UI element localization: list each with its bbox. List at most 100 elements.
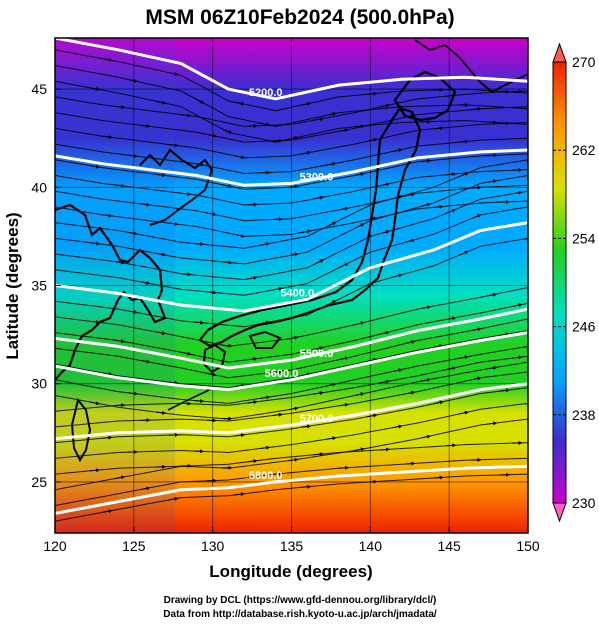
x-tick-label: 125	[122, 538, 146, 554]
wind-arrow	[234, 233, 245, 238]
wind-arrow	[512, 355, 523, 360]
wind-arrow	[155, 331, 167, 336]
wind-arrow	[433, 204, 444, 209]
contour-line	[55, 331, 528, 392]
wind-arrow	[420, 202, 432, 208]
wind-arrow	[524, 159, 528, 161]
wind-arrow	[168, 221, 179, 226]
grid-lines	[55, 38, 528, 533]
wind-arrow	[155, 410, 167, 415]
wind-arrow	[206, 290, 217, 295]
wind-arrow	[89, 241, 100, 246]
wind-arrow	[338, 206, 350, 211]
wind-arrow	[326, 112, 337, 116]
wind-arrow	[114, 339, 126, 344]
y-tick-label: 45	[31, 81, 47, 97]
coastlines	[55, 39, 528, 463]
wind-arrow	[102, 372, 113, 377]
contour-line	[55, 221, 528, 313]
wind-arrow	[127, 153, 138, 158]
wind-arrow	[471, 107, 482, 112]
wind-arrow	[433, 400, 444, 405]
wind-arrow	[288, 335, 299, 340]
wind-arrow	[155, 100, 167, 105]
wind-arrow	[300, 229, 312, 234]
wind-arrow	[221, 128, 233, 134]
wind-arrow	[486, 421, 498, 426]
wind-arrow	[499, 388, 510, 393]
wind-arrow	[325, 221, 337, 228]
wind-arrow	[512, 190, 523, 195]
wind-arrow	[114, 475, 126, 480]
wind-arrow	[193, 399, 205, 403]
credit-line-1: Drawing by DCL (https://www.gfd-dennou.o…	[164, 595, 437, 606]
wind-arrow	[471, 376, 482, 381]
wind-arrow	[458, 139, 469, 144]
y-tick-label: 40	[31, 179, 47, 195]
y-tick-label: 30	[31, 376, 47, 392]
wind-arrow	[247, 275, 258, 280]
wind-arrow	[486, 292, 498, 297]
colorbar-tick-label: 262	[572, 142, 596, 158]
colorbar: 230 238 246 254 262 270	[552, 42, 596, 523]
wind-arrow	[499, 89, 510, 94]
wind-arrow	[234, 492, 245, 497]
wind-arrow	[288, 252, 299, 257]
wind-arrow	[114, 105, 126, 110]
x-axis: 120 125 130 135 140 145 150	[43, 527, 540, 554]
colorbar-max-triangle	[552, 42, 567, 63]
wind-arrow	[288, 457, 299, 462]
wind-arrow	[259, 395, 271, 400]
wind-arrow	[524, 238, 528, 240]
wind-arrow	[102, 135, 113, 139]
wind-arrow	[140, 280, 151, 285]
shikoku-coast	[248, 330, 282, 349]
mainland-coast	[55, 203, 167, 381]
colorbar-tick-label: 246	[572, 319, 596, 335]
wind-arrow	[234, 101, 245, 106]
wind-arrow	[247, 356, 258, 361]
x-tick-label: 145	[437, 538, 461, 554]
x-axis-label: Longitude (degrees)	[209, 562, 372, 581]
wind-arrow	[392, 368, 403, 373]
y-axis-label: Latitude (degrees)	[3, 212, 22, 359]
wind-arrow	[404, 390, 416, 395]
wind-arrow	[433, 475, 444, 480]
wind-arrow	[114, 260, 126, 265]
wind-arrow	[499, 332, 510, 337]
chart-title: MSM 06Z10Feb2024 (500.0hPa)	[145, 6, 454, 29]
wind-arrow	[102, 435, 113, 440]
wind-arrow	[234, 155, 245, 160]
wind-arrow	[326, 436, 337, 441]
taiwan-coast	[70, 397, 92, 463]
wind-arrow	[404, 461, 416, 466]
wind-arrow	[326, 382, 337, 387]
x-tick-label: 140	[359, 538, 383, 554]
wind-arrow	[445, 172, 457, 177]
wind-arrow	[181, 113, 192, 118]
contour-label: 5400.0	[280, 287, 314, 299]
wind-arrow	[140, 124, 151, 128]
wind-arrow	[193, 97, 204, 104]
contour-label: 5300.0	[300, 171, 334, 183]
credit-line-2: Data from http://database.rish.kyoto-u.a…	[163, 609, 437, 620]
wind-arrow	[404, 238, 416, 243]
wind-arrow	[379, 182, 391, 187]
wind-arrow	[392, 273, 403, 278]
wind-arrow	[222, 260, 233, 265]
wind-arrow	[379, 103, 391, 108]
wind-arrow	[445, 443, 457, 448]
wind-arrow	[313, 391, 324, 396]
wind-arrow	[168, 380, 179, 385]
wind-arrow	[379, 379, 391, 384]
wind-arrow	[420, 378, 432, 382]
wind-arrow	[338, 402, 350, 407]
wind-arrow	[300, 101, 312, 106]
wind-arrow	[155, 173, 167, 178]
colorbar-tick-label: 230	[572, 495, 596, 511]
wind-arrow	[392, 148, 403, 153]
wind-arrow	[247, 459, 258, 464]
wind-arrow	[433, 344, 444, 349]
wind-arrow	[259, 122, 271, 127]
